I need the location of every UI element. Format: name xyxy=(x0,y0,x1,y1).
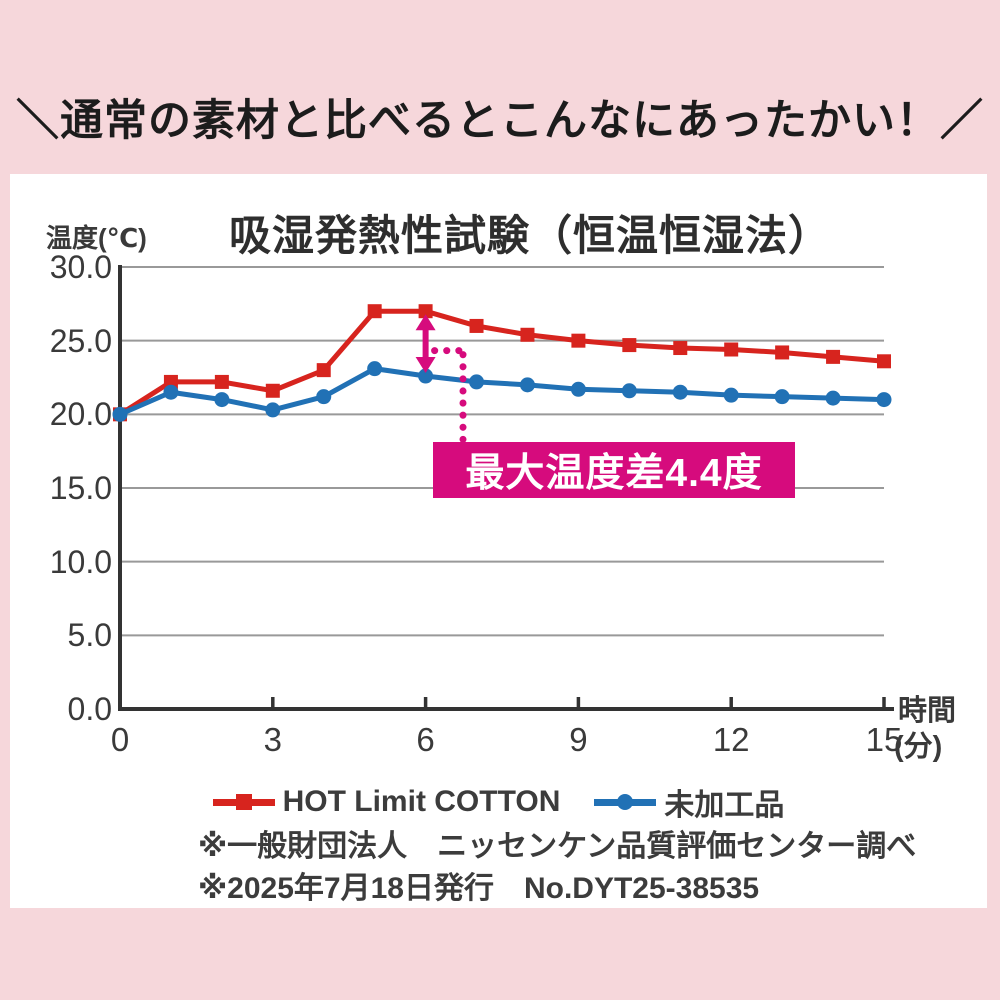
series-line-1 xyxy=(119,366,885,417)
series-marker-square xyxy=(826,349,841,364)
series-marker-square xyxy=(877,354,891,369)
legend-item-hot-limit-cotton: HOT Limit COTTON xyxy=(212,785,561,819)
x-tick-label: 15 xyxy=(865,721,903,758)
footer-note-1: ※一般財団法人 ニッセンケン品質評価センター調べ xyxy=(198,830,917,863)
series-marker-square xyxy=(265,383,280,398)
chart-panel: 吸湿発熱性試験（恒温恒湿法） 温度(℃) 最大温度差4.4度 時間 (分) HO… xyxy=(10,174,987,908)
series-marker-square xyxy=(163,374,178,389)
x-axis-unit-label-time: 時間 xyxy=(898,695,957,727)
series-marker-square xyxy=(775,345,790,360)
series-marker-square xyxy=(622,338,637,353)
series-marker-circle xyxy=(418,368,434,384)
y-tick-label: 15.0 xyxy=(49,470,112,506)
series-line-0 xyxy=(118,308,885,417)
series-marker-circle xyxy=(825,390,841,406)
series-marker-circle xyxy=(519,377,535,393)
series-marker-circle xyxy=(774,389,790,405)
series-marker-circle xyxy=(672,384,688,400)
legend-label: 未加工品 xyxy=(664,789,785,822)
series-marker-circle xyxy=(367,361,383,377)
legend-swatch-red-square xyxy=(212,793,275,811)
series-marker-circle xyxy=(876,392,892,408)
legend-item-untreated: 未加工品 xyxy=(594,780,784,824)
y-tick-label: 10.0 xyxy=(49,543,112,580)
series-marker-square xyxy=(418,304,433,319)
series-marker-circle xyxy=(316,389,332,405)
legend-square-icon xyxy=(235,794,252,810)
y-tick-label: 0.0 xyxy=(67,691,112,727)
header-title: ＼通常の素材と比べるとこんなにあったかい！／ xyxy=(16,97,984,145)
series-marker-circle xyxy=(265,402,281,418)
series-marker-square xyxy=(520,327,535,342)
x-tick-label: 6 xyxy=(416,721,435,758)
series-marker-circle xyxy=(570,381,586,397)
y-tick-label: 25.0 xyxy=(49,322,112,359)
chart-legend: HOT Limit COTTON 未加工品 xyxy=(10,780,987,824)
plot-svg xyxy=(112,265,894,711)
max-diff-annotation: 最大温度差4.4度 xyxy=(433,442,795,498)
max-diff-arrow-head-bottom xyxy=(415,357,436,374)
x-tick-label: 9 xyxy=(569,721,588,758)
y-tick-label: 5.0 xyxy=(67,617,112,654)
legend-label: HOT Limit COTTON xyxy=(282,785,561,818)
series-marker-circle xyxy=(214,392,230,408)
x-tick-label: 0 xyxy=(110,721,130,758)
legend-circle-icon xyxy=(617,794,634,810)
y-tick-label: 30.0 xyxy=(49,249,112,285)
footer-notes: ※一般財団法人 ニッセンケン品質評価センター調べ ※2025年7月18日発行 N… xyxy=(198,826,916,910)
series-marker-circle xyxy=(112,406,128,422)
x-tick-label: 12 xyxy=(712,721,750,758)
chart-title: 吸湿発熱性試験（恒温恒湿法） xyxy=(228,212,831,259)
x-tick-label: 3 xyxy=(263,721,282,758)
x-axis-unit-label-minutes: (分) xyxy=(894,731,943,763)
series-marker-square xyxy=(469,318,484,333)
y-tick-label: 20.0 xyxy=(49,396,112,433)
footer-note-2: ※2025年7月18日発行 No.DYT25-38535 xyxy=(198,872,760,905)
series-marker-square xyxy=(673,341,688,356)
max-diff-annotation-label: 最大温度差4.4度 xyxy=(465,452,763,495)
series-marker-square xyxy=(214,374,229,389)
y-axis-unit-label: 温度(℃) xyxy=(46,223,147,253)
series-marker-square xyxy=(724,342,739,357)
series-marker-square xyxy=(316,363,331,378)
series-marker-circle xyxy=(163,384,179,400)
max-diff-arrow-head-top xyxy=(415,314,436,331)
series-marker-square xyxy=(571,333,586,348)
series-marker-circle xyxy=(723,387,739,403)
series-marker-circle xyxy=(469,374,485,390)
series-marker-circle xyxy=(621,383,637,399)
series-marker-square xyxy=(367,304,382,319)
legend-swatch-blue-circle xyxy=(594,793,657,811)
